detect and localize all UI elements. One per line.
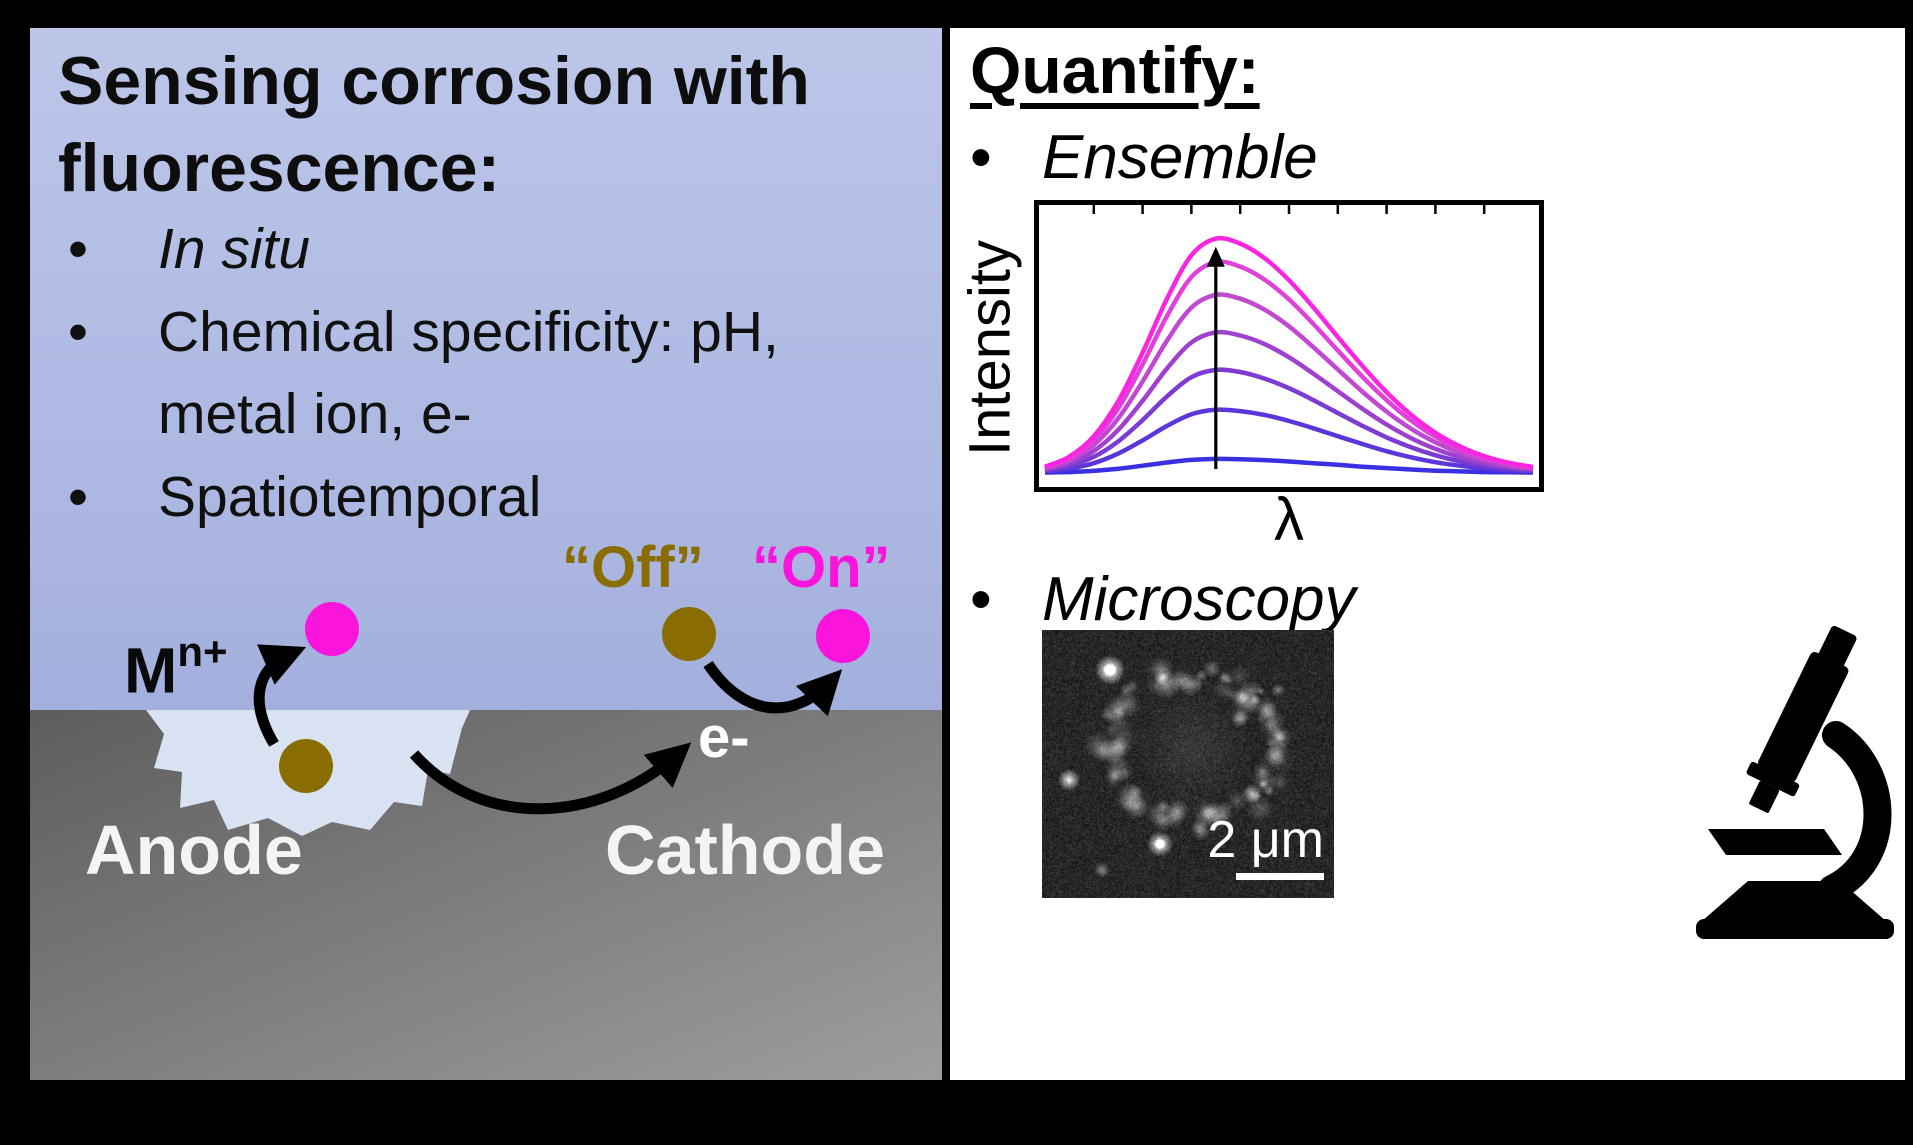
bullet-in-situ: In situ xyxy=(158,217,311,281)
electron-label: e- xyxy=(698,705,750,770)
spectra-plot-svg xyxy=(1044,205,1534,475)
peak-arrow-head xyxy=(1206,246,1225,267)
microscope-tube xyxy=(1757,651,1849,783)
bullet-marker: • xyxy=(68,299,88,364)
microscope-icon-svg xyxy=(1696,625,1894,939)
metal-ion-label: Mn+ xyxy=(124,628,228,707)
bullet-marker: • xyxy=(970,565,992,634)
microscopy-image: 2 μm xyxy=(1042,630,1334,898)
corrosion-schematic-panel: Sensing corrosion with fluorescence: • I… xyxy=(30,28,942,1080)
bullet-marker: • xyxy=(68,464,88,529)
microscope-base-slope xyxy=(1702,881,1886,921)
chart-y-axis-label: Intensity xyxy=(957,240,1023,456)
panel-title: Sensing corrosion with fluorescence: xyxy=(58,43,810,207)
arrow-off-to-on xyxy=(703,660,843,717)
spectrum-curve xyxy=(1044,235,1534,470)
feature-bullet-list: • In situ • Chemical specificity: pH, me… xyxy=(58,208,934,539)
fluorescence-micrograph xyxy=(1042,630,1334,898)
scale-bar xyxy=(1236,873,1324,880)
spectrum-curve xyxy=(1044,329,1534,472)
chart-x-axis-label: λ xyxy=(1274,486,1304,553)
on-state-label: “On” xyxy=(752,535,891,600)
bullet-marker: • xyxy=(68,217,88,281)
microscope-arm xyxy=(1818,721,1892,903)
ensemble-label: Ensemble xyxy=(1042,123,1318,192)
list-item: • Chemical specificity: pH, metal ion, e… xyxy=(58,291,934,456)
list-item: • Ensemble xyxy=(970,122,1318,193)
arrow-electron-transfer xyxy=(409,742,692,815)
microscope-objective xyxy=(1749,781,1780,813)
microscope-icon xyxy=(1684,618,1904,948)
spectrum-curve xyxy=(1044,407,1534,474)
off-dye-dot xyxy=(662,607,716,661)
quantify-heading: Quantify: xyxy=(970,33,1260,107)
bullet-chemical-specificity: Chemical specificity: pH, metal ion, e- xyxy=(158,299,779,447)
scale-bar-label: 2 μm xyxy=(1207,811,1324,869)
corrosion-diagram xyxy=(30,602,942,1080)
microscope-stage xyxy=(1708,829,1842,855)
spectrum-curve xyxy=(1044,292,1534,471)
metal-ion-charge: n+ xyxy=(177,628,228,675)
list-item: • Microscopy xyxy=(970,564,1356,635)
microscope-eyepiece xyxy=(1817,625,1857,670)
microscope-base xyxy=(1696,919,1894,939)
metal-ion-symbol: M xyxy=(124,634,178,707)
cathode-label: Cathode xyxy=(605,811,885,889)
spectrum-curve xyxy=(1044,456,1534,475)
list-item: • Spatiotemporal xyxy=(58,456,934,539)
arrow-ion-release xyxy=(253,644,307,747)
metal-ion-dot-in-pit xyxy=(279,739,333,793)
anode-label: Anode xyxy=(85,811,303,889)
list-item: • In situ xyxy=(58,208,934,291)
spectrum-curve xyxy=(1044,259,1534,470)
spectrum-curve xyxy=(1044,367,1534,473)
released-ion-dot-fluorescent xyxy=(305,602,359,656)
bullet-marker: • xyxy=(970,123,992,192)
emission-spectra-chart xyxy=(1034,200,1544,492)
off-state-label: “Off” xyxy=(562,535,704,600)
microscope-collar xyxy=(1746,761,1800,797)
bullet-spatiotemporal: Spatiotemporal xyxy=(158,464,542,529)
microscopy-label: Microscopy xyxy=(1042,565,1356,634)
on-dye-dot xyxy=(816,609,870,663)
quantify-panel: Quantify: • Ensemble Intensity λ • Micro… xyxy=(950,28,1905,1080)
